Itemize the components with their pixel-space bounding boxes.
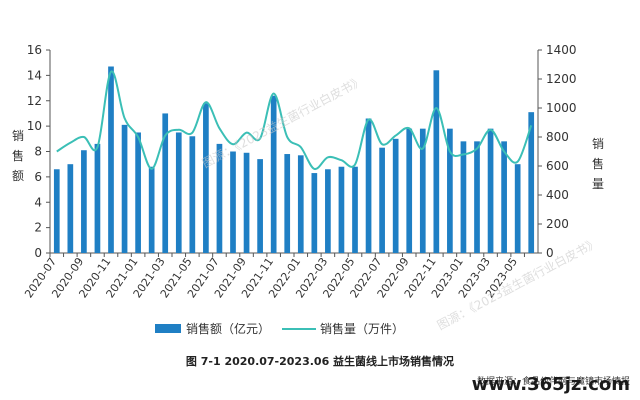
bar [203,103,209,253]
bar [514,164,521,253]
site-label[interactable]: www.365jz.com [472,374,630,395]
bar [284,154,291,253]
bar [121,124,128,253]
bar [270,95,277,253]
bar [501,141,507,253]
legend-bar-swatch [155,324,181,333]
right-y-tick-label: 1000 [546,101,577,115]
bar [392,138,399,253]
bar [528,112,535,253]
right-y-tick-label: 200 [546,217,569,231]
right-y-tick-label: 1200 [546,72,577,86]
bar [81,150,87,253]
right-y-tick-label: 1400 [546,43,577,57]
left-y-tick-label: 10 [27,119,42,133]
right-axis-label-3: 量 [592,177,604,191]
bar [175,132,182,253]
left-y-tick-label: 4 [34,195,42,209]
watermark-text: 图源：《2023益生菌行业白皮书》 [199,73,365,171]
bar [297,155,304,253]
bar [230,151,236,253]
bar [243,152,250,253]
left-y-tick-label: 14 [27,68,42,82]
legend-bar-label: 销售额（亿元） [186,321,270,336]
legend: 销售额（亿元） 销售量（万件） [155,321,404,336]
bar [447,128,453,253]
left-y-tick-label: 6 [34,170,42,184]
right-y-tick-label: 600 [546,159,569,173]
right-axis-label-2: 售 [592,156,604,171]
bar [474,141,480,253]
line-series [56,70,533,170]
bar-series [53,66,535,254]
bar [487,128,494,253]
left-axis-label-1: 销 [12,129,24,143]
bar [257,159,263,253]
bar [108,66,114,254]
left-y-tick-label: 0 [34,246,42,260]
right-y-tick-label: 0 [546,246,554,260]
right-axis-label-1: 销 [592,137,604,151]
left-y-tick-label: 8 [34,145,42,159]
chart-title: 图 7-1 2020.07-2023.06 益生菌线上市场销售情况 [186,354,454,368]
bar [94,143,101,253]
bar [67,164,74,253]
bar [365,118,372,253]
sales-volume-line [56,70,533,170]
left-axis-label-3: 额 [12,169,24,183]
left-y-tick-label: 16 [27,43,42,57]
bar [216,143,223,253]
bar [379,147,385,253]
left-axis-label-2: 售 [12,148,24,163]
bar [406,128,413,253]
left-y-tick-label: 12 [27,94,42,108]
bar [135,132,141,253]
bar [311,173,318,253]
bar [433,70,440,253]
bar [352,166,358,253]
bar [325,169,331,253]
bar [162,113,169,253]
bar [148,166,155,253]
right-y-tick-label: 800 [546,130,569,144]
bar [460,141,467,253]
left-y-tick-label: 2 [34,221,42,235]
bar [53,169,60,253]
legend-line-label: 销售量（万件） [320,321,404,336]
bar [419,128,426,253]
source-note: 数据来源：食品伙伴网与魔镜市场情报 [477,375,630,387]
bar [189,136,196,253]
right-y-tick-label: 400 [546,188,569,202]
bar [338,166,345,253]
